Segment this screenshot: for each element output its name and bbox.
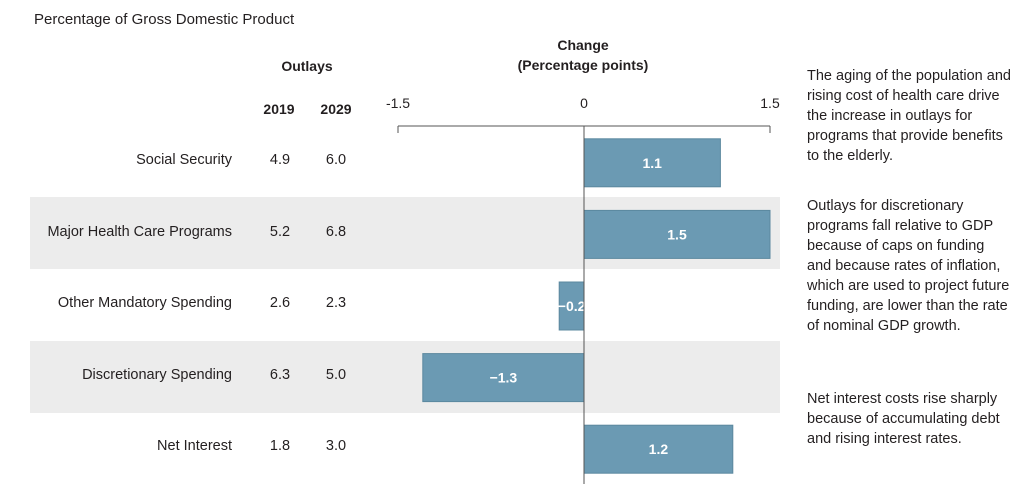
note-discretionary: Outlays for discretionary programs fall … [807,198,1010,334]
note-aging-population: The aging of the population and rising c… [807,68,1011,164]
note-net-interest: Net interest costs rise sharply because … [807,391,1000,447]
row-label-discretionary: Discretionary Spending [82,367,232,383]
value-2029-major-health-care: 6.8 [325,224,347,240]
bar [583,138,721,188]
x-tick-label: 0 [580,95,588,111]
value-2019-discretionary: 6.3 [269,367,291,383]
bar-value-label: −0.2 [558,298,586,314]
row-label-major-health-care: Major Health Care Programs [47,224,232,240]
row-band-4 [30,341,780,413]
bar-value-label: 1.2 [649,441,669,457]
value-2019-major-health-care: 5.2 [269,224,291,240]
change-header-line2: (Percentage points) [517,57,649,73]
value-2029-social-security: 6.0 [325,152,347,168]
value-2019-other-mandatory: 2.6 [269,295,291,311]
row-label-other-mandatory: Other Mandatory Spending [57,295,232,311]
value-2029-net-interest: 3.0 [325,438,347,454]
bar-value-label: 1.1 [642,155,662,171]
bar-value-label: 1.5 [667,226,687,242]
value-2029-discretionary: 5.0 [325,367,347,383]
bar [583,209,771,259]
bar-value-label: −1.3 [490,370,518,386]
change-header-line1: Change [557,37,609,53]
year-2029-header: 2029 [320,101,352,117]
year-2019-header: 2019 [263,101,295,117]
bar [583,424,734,474]
value-2019-net-interest: 1.8 [269,438,291,454]
outlays-header: Outlays [281,58,333,74]
value-2019-social-security: 4.9 [269,152,291,168]
chart-subtitle: Percentage of Gross Domestic Product [34,11,295,28]
x-tick-label: 1.5 [760,95,780,111]
value-2029-other-mandatory: 2.3 [325,295,347,311]
change-bar-chart: -1.5 0 1.5 1.1 1.5 −0.2 −1.3 1.2 [386,95,780,484]
row-label-social-security: Social Security [136,152,232,168]
row-label-net-interest: Net Interest [157,438,232,454]
x-tick-label: -1.5 [386,95,410,111]
